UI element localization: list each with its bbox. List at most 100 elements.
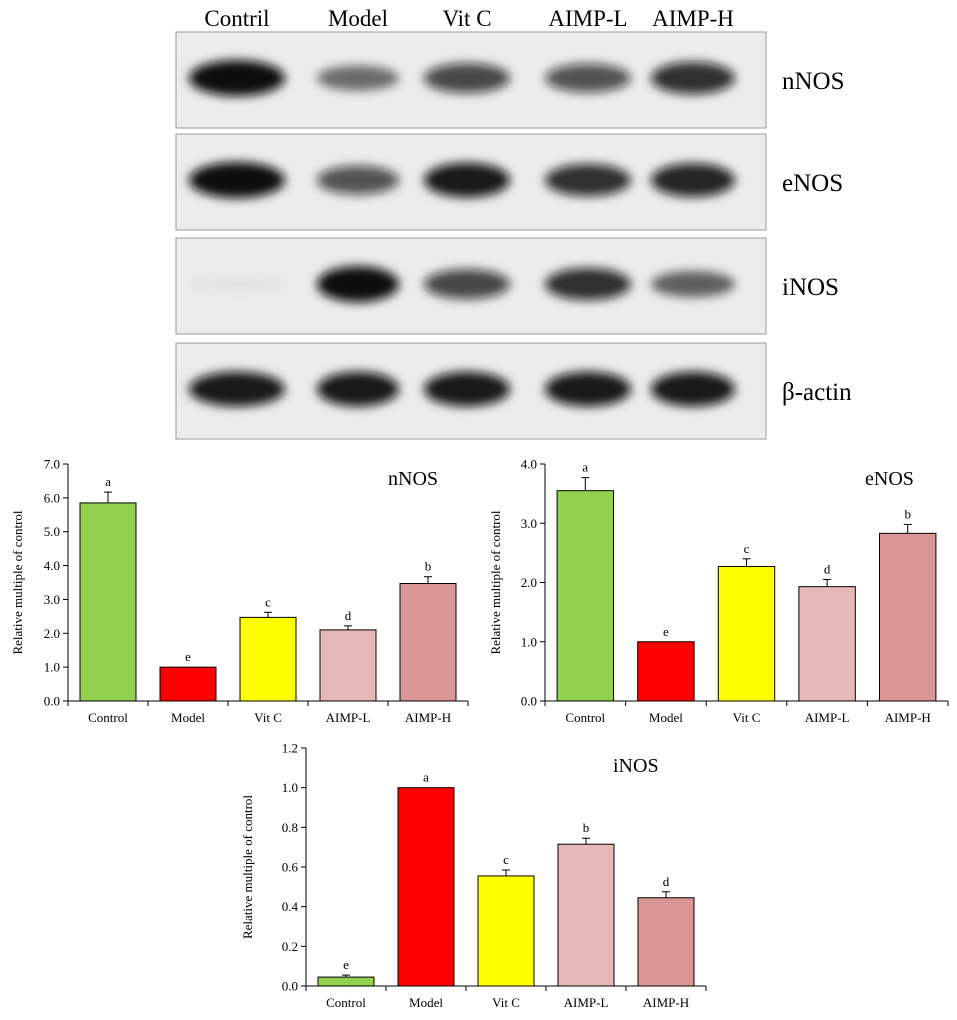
blot-band	[545, 371, 631, 407]
blot-band	[317, 266, 399, 303]
blot-lane-label-aimp-l: AIMP-L	[548, 6, 627, 31]
y-tick-label: 1.0	[282, 780, 298, 795]
y-tick-label: 3.0	[521, 516, 537, 531]
bar-aimp-h	[878, 532, 937, 702]
x-tick-label-vit-c: Vit C	[492, 995, 520, 1010]
y-axis-label: Relative multiple of control	[240, 795, 255, 939]
bar-aimp-l	[319, 629, 377, 702]
blot-band	[651, 163, 735, 197]
bar-aimp-h	[399, 583, 457, 702]
x-tick-label-control: Control	[326, 995, 366, 1010]
blot-band	[651, 371, 735, 407]
y-tick-label: 1.2	[282, 741, 298, 756]
bar-control	[556, 490, 615, 702]
significance-letter-control: a	[582, 460, 588, 475]
x-tick-label-model: Model	[171, 710, 205, 725]
blot-band	[545, 267, 631, 301]
y-axis-label: Relative multiple of control	[488, 510, 503, 654]
x-tick-label-aimp-l: AIMP-L	[326, 710, 371, 725]
enos-bar-chart: 0.0 1.0 2.0 3.0 4.0 a Control e Model c Vit C d AIMP…	[488, 457, 949, 725]
bar-aimp-h	[637, 897, 695, 987]
blot-lane-label-vit-c: Vit C	[442, 6, 491, 31]
x-tick-label-aimp-h: AIMP-H	[405, 710, 451, 725]
x-tick-label-aimp-h: AIMP-H	[643, 995, 689, 1010]
significance-letter-vit-c: c	[744, 541, 750, 556]
x-tick-label-control: Control	[88, 710, 128, 725]
significance-letter-control: a	[105, 474, 111, 489]
y-axis-label: Relative multiple of control	[10, 510, 25, 654]
blot-band	[651, 270, 735, 298]
bar-model	[637, 641, 695, 702]
blot-band	[424, 162, 510, 198]
blot-band	[545, 63, 631, 93]
nnos-bar-chart: 0.0 1.0 2.0 3.0 4.0 5.0 6.0 7.0 a Control e Model c V…	[10, 457, 469, 725]
y-tick-label: 4.0	[44, 558, 60, 573]
blot-band	[545, 163, 631, 197]
blot-band	[317, 65, 399, 91]
bar-vit-c	[239, 616, 297, 702]
significance-letter-vit-c: c	[265, 594, 271, 609]
y-tick-label: 0.0	[44, 694, 60, 709]
y-tick-label: 2.0	[521, 575, 537, 590]
blot-band	[189, 371, 285, 407]
significance-letter-model: a	[423, 770, 429, 785]
y-tick-label: 6.0	[44, 490, 60, 505]
significance-letter-aimp-l: d	[824, 562, 831, 577]
significance-letter-aimp-h: b	[425, 559, 432, 574]
blot-row-label-nnos: nNOS	[782, 68, 845, 95]
bar-model	[159, 666, 217, 702]
western-blot-panel: Contril Model Vit C AIMP-L AIMP-H nNOS eNOS iN…	[175, 6, 852, 440]
blot-band	[189, 60, 285, 97]
y-tick-label: 0.0	[282, 979, 298, 994]
blot-row-label-inos: iNOS	[782, 274, 839, 301]
x-tick-label-model: Model	[649, 710, 683, 725]
chart-title-inos: iNOS	[613, 755, 659, 777]
bar-aimp-l	[557, 843, 615, 987]
blot-row-label-enos: eNOS	[782, 170, 843, 197]
y-tick-label: 1.0	[521, 634, 537, 649]
significance-letter-aimp-h: d	[663, 874, 670, 889]
chart-title-nnos: nNOS	[388, 468, 438, 490]
x-tick-label-aimp-l: AIMP-L	[805, 710, 850, 725]
blot-lane-label-model: Model	[328, 6, 388, 31]
significance-letter-control: e	[343, 957, 349, 972]
significance-letter-model: e	[185, 649, 191, 664]
significance-letter-model: e	[663, 624, 669, 639]
significance-letter-aimp-l: b	[583, 820, 590, 835]
bar-control	[79, 502, 137, 702]
y-tick-label: 0.8	[282, 820, 298, 835]
blot-lane-label-aimp-h: AIMP-H	[652, 6, 734, 31]
bar-control	[317, 976, 375, 987]
bar-model	[397, 787, 455, 987]
blot-row-label-actin: β-actin	[782, 379, 852, 406]
blot-band	[651, 61, 735, 95]
x-tick-label-vit-c: Vit C	[733, 710, 761, 725]
blot-band	[189, 162, 285, 199]
blot-band	[317, 371, 399, 407]
inos-bar-chart: 0.0 0.2 0.4 0.6 0.8 1.0 1.2 e Control a Model c Vit …	[240, 741, 707, 1010]
bar-aimp-l	[798, 586, 856, 702]
significance-letter-aimp-l: d	[345, 608, 352, 623]
x-tick-label-vit-c: Vit C	[254, 710, 282, 725]
blot-band	[424, 371, 510, 407]
y-tick-label: 2.0	[44, 626, 60, 641]
x-tick-label-control: Control	[565, 710, 605, 725]
y-tick-label: 0.4	[282, 899, 299, 914]
blot-band	[317, 165, 399, 195]
blot-lane-label-contril: Contril	[204, 6, 269, 31]
y-tick-label: 0.2	[282, 939, 298, 954]
y-tick-label: 1.0	[44, 660, 60, 675]
x-tick-label-model: Model	[409, 995, 443, 1010]
x-tick-label-aimp-l: AIMP-L	[564, 995, 609, 1010]
y-tick-label: 4.0	[521, 457, 537, 472]
x-tick-label-aimp-h: AIMP-H	[885, 710, 931, 725]
blot-band	[189, 277, 285, 291]
y-tick-label: 0.6	[282, 860, 299, 875]
blot-band	[424, 269, 510, 300]
significance-letter-vit-c: c	[503, 852, 509, 867]
bar-vit-c	[477, 875, 535, 987]
bar-vit-c	[717, 566, 776, 702]
significance-letter-aimp-h: b	[904, 506, 911, 521]
y-tick-label: 5.0	[44, 524, 60, 539]
chart-title-enos: eNOS	[865, 468, 914, 490]
